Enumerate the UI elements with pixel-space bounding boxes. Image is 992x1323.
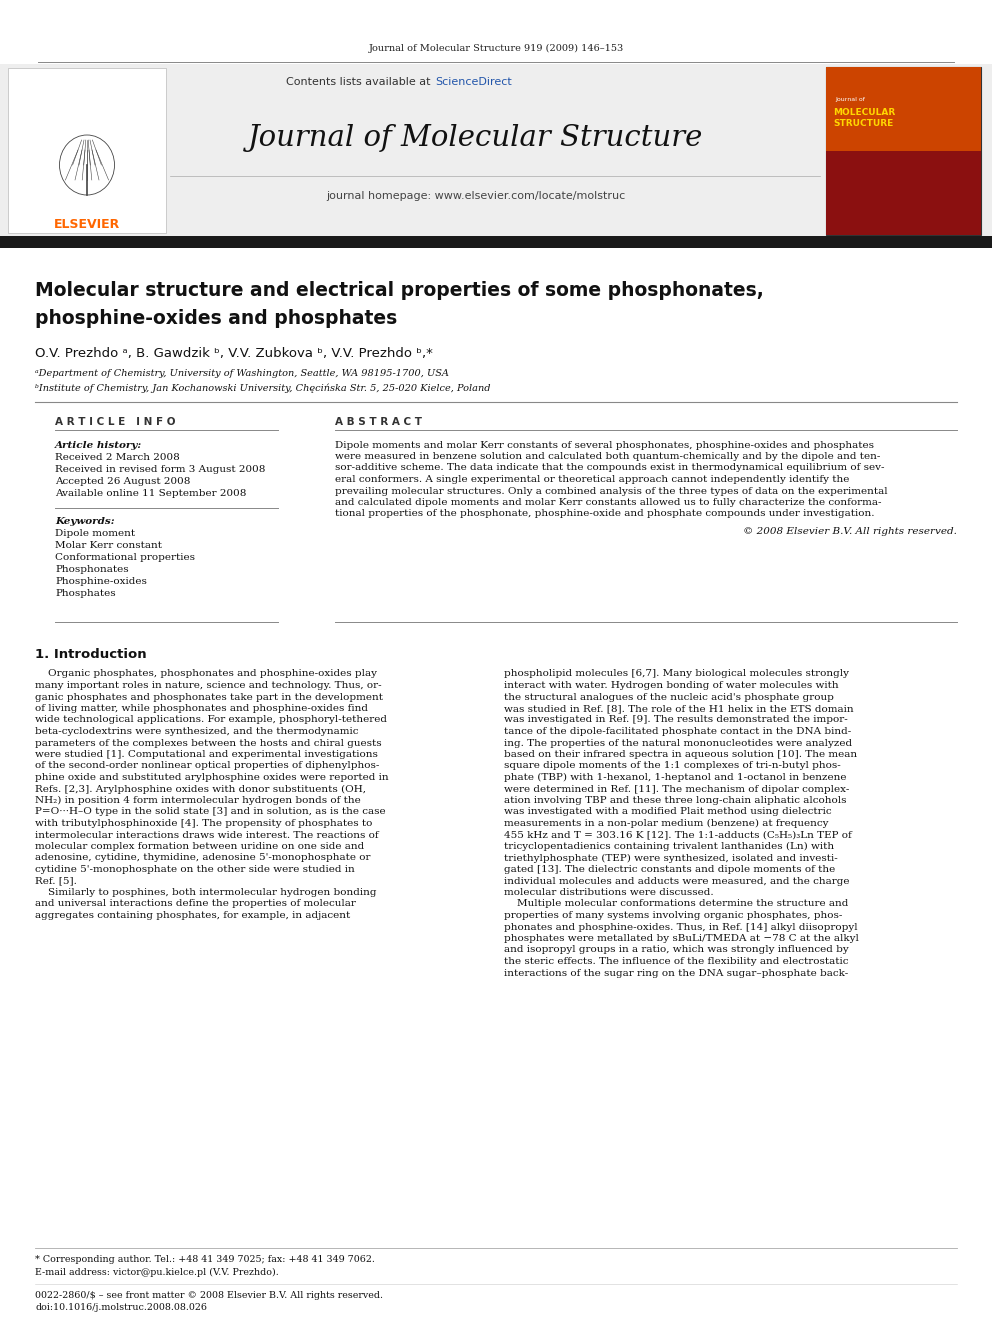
Text: Conformational properties: Conformational properties: [55, 553, 195, 561]
Text: of the second-order nonlinear optical properties of diphenylphos-: of the second-order nonlinear optical pr…: [35, 762, 379, 770]
Text: Phosphates: Phosphates: [55, 589, 116, 598]
Text: measurements in a non-polar medium (benzene) at frequency: measurements in a non-polar medium (benz…: [504, 819, 828, 828]
Text: ScienceDirect: ScienceDirect: [435, 77, 512, 87]
Text: ing. The properties of the natural mononucleotides were analyzed: ing. The properties of the natural monon…: [504, 738, 852, 747]
Text: phosphates were metallated by sBuLi/TMEDA at −78 C at the alkyl: phosphates were metallated by sBuLi/TMED…: [504, 934, 859, 943]
Text: Phosphonates: Phosphonates: [55, 565, 129, 573]
Text: Refs. [2,3]. Arylphosphine oxides with donor substituents (OH,: Refs. [2,3]. Arylphosphine oxides with d…: [35, 785, 366, 794]
Text: Phosphine-oxides: Phosphine-oxides: [55, 577, 147, 586]
Text: were determined in Ref. [11]. The mechanism of dipolar complex-: were determined in Ref. [11]. The mechan…: [504, 785, 849, 794]
Text: phosphine-oxides and phosphates: phosphine-oxides and phosphates: [35, 308, 397, 328]
Text: Keywords:: Keywords:: [55, 516, 115, 525]
Text: adenosine, cytidine, thymidine, adenosine 5'-monophosphate or: adenosine, cytidine, thymidine, adenosin…: [35, 853, 370, 863]
Text: were studied [1]. Computational and experimental investigations: were studied [1]. Computational and expe…: [35, 750, 378, 759]
Text: were measured in benzene solution and calculated both quantum-chemically and by : were measured in benzene solution and ca…: [335, 452, 880, 460]
Text: journal homepage: www.elsevier.com/locate/molstruc: journal homepage: www.elsevier.com/locat…: [326, 191, 626, 201]
Text: intermolecular interactions draws wide interest. The reactions of: intermolecular interactions draws wide i…: [35, 831, 379, 840]
Text: was investigated in Ref. [9]. The results demonstrated the impor-: was investigated in Ref. [9]. The result…: [504, 716, 848, 725]
Text: aggregates containing phosphates, for example, in adjacent: aggregates containing phosphates, for ex…: [35, 912, 350, 919]
Text: phospholipid molecules [6,7]. Many biological molecules strongly: phospholipid molecules [6,7]. Many biolo…: [504, 669, 849, 679]
Text: Journal of Molecular Structure 919 (2009) 146–153: Journal of Molecular Structure 919 (2009…: [368, 44, 624, 53]
Text: A B S T R A C T: A B S T R A C T: [335, 417, 422, 427]
Text: tance of the dipole-facilitated phosphate contact in the DNA bind-: tance of the dipole-facilitated phosphat…: [504, 728, 851, 736]
Text: Received in revised form 3 August 2008: Received in revised form 3 August 2008: [55, 464, 266, 474]
Text: and universal interactions define the properties of molecular: and universal interactions define the pr…: [35, 900, 356, 909]
Text: 0022-2860/$ – see front matter © 2008 Elsevier B.V. All rights reserved.: 0022-2860/$ – see front matter © 2008 El…: [35, 1291, 383, 1301]
Text: ation involving TBP and these three long-chain aliphatic alcohols: ation involving TBP and these three long…: [504, 796, 846, 804]
Text: doi:10.1016/j.molstruc.2008.08.026: doi:10.1016/j.molstruc.2008.08.026: [35, 1303, 207, 1312]
Text: Journal of Molecular Structure: Journal of Molecular Structure: [248, 124, 703, 152]
Text: molecular complex formation between uridine on one side and: molecular complex formation between urid…: [35, 841, 364, 851]
Text: P=O···H–O type in the solid state [3] and in solution, as is the case: P=O···H–O type in the solid state [3] an…: [35, 807, 386, 816]
Text: E-mail address: victor@pu.kielce.pl (V.V. Prezhdo).: E-mail address: victor@pu.kielce.pl (V.V…: [35, 1267, 279, 1277]
Text: Multiple molecular conformations determine the structure and: Multiple molecular conformations determi…: [504, 900, 848, 909]
Text: interact with water. Hydrogen bonding of water molecules with: interact with water. Hydrogen bonding of…: [504, 681, 838, 691]
Text: Dipole moment: Dipole moment: [55, 528, 135, 537]
Text: molecular distributions were discussed.: molecular distributions were discussed.: [504, 888, 713, 897]
Text: ᵇInstitute of Chemistry, Jan Kochanowski University, Chęcińska Str. 5, 25-020 Ki: ᵇInstitute of Chemistry, Jan Kochanowski…: [35, 384, 490, 393]
Text: NH₂) in position 4 form intermolecular hydrogen bonds of the: NH₂) in position 4 form intermolecular h…: [35, 796, 361, 806]
Text: gated [13]. The dielectric constants and dipole moments of the: gated [13]. The dielectric constants and…: [504, 865, 835, 875]
Text: phate (TBP) with 1-hexanol, 1-heptanol and 1-octanol in benzene: phate (TBP) with 1-hexanol, 1-heptanol a…: [504, 773, 846, 782]
Bar: [8, 67, 166, 233]
Text: ganic phosphates and phosphonates take part in the development: ganic phosphates and phosphonates take p…: [35, 692, 383, 701]
Text: O.V. Prezhdo ᵃ, B. Gawdzik ᵇ, V.V. Zubkova ᵇ, V.V. Prezhdo ᵇ,*: O.V. Prezhdo ᵃ, B. Gawdzik ᵇ, V.V. Zubko…: [35, 347, 433, 360]
Text: * Corresponding author. Tel.: +48 41 349 7025; fax: +48 41 349 7062.: * Corresponding author. Tel.: +48 41 349…: [35, 1256, 375, 1265]
Text: triethylphosphate (TEP) were synthesized, isolated and investi-: triethylphosphate (TEP) were synthesized…: [504, 853, 838, 863]
Text: A R T I C L E   I N F O: A R T I C L E I N F O: [55, 417, 176, 427]
Text: cytidine 5'-monophosphate on the other side were studied in: cytidine 5'-monophosphate on the other s…: [35, 865, 355, 875]
Text: Available online 11 September 2008: Available online 11 September 2008: [55, 488, 246, 497]
Text: Article history:: Article history:: [55, 441, 142, 450]
Text: Accepted 26 August 2008: Accepted 26 August 2008: [55, 476, 190, 486]
Text: Molecular structure and electrical properties of some phosphonates,: Molecular structure and electrical prope…: [35, 280, 764, 299]
Text: wide technological applications. For example, phosphoryl-tethered: wide technological applications. For exa…: [35, 716, 387, 725]
Text: eral conformers. A single experimental or theoretical approach cannot independen: eral conformers. A single experimental o…: [335, 475, 849, 484]
Text: many important roles in nature, science and technology. Thus, or-: many important roles in nature, science …: [35, 681, 382, 691]
Text: parameters of the complexes between the hosts and chiral guests: parameters of the complexes between the …: [35, 738, 382, 747]
Text: phonates and phosphine-oxides. Thus, in Ref. [14] alkyl diisopropyl: phonates and phosphine-oxides. Thus, in …: [504, 922, 858, 931]
Text: Ref. [5].: Ref. [5].: [35, 877, 76, 885]
Text: 1. Introduction: 1. Introduction: [35, 648, 147, 662]
Text: individual molecules and adducts were measured, and the charge: individual molecules and adducts were me…: [504, 877, 849, 885]
Text: beta-cyclodextrins were synthesized, and the thermodynamic: beta-cyclodextrins were synthesized, and…: [35, 728, 358, 736]
Bar: [826, 67, 981, 235]
Bar: [0, 64, 992, 238]
Text: with tributylphosphinoxide [4]. The propensity of phosphates to: with tributylphosphinoxide [4]. The prop…: [35, 819, 372, 828]
Text: and isopropyl groups in a ratio, which was strongly influenced by: and isopropyl groups in a ratio, which w…: [504, 946, 849, 954]
Text: the structural analogues of the nucleic acid's phosphate group: the structural analogues of the nucleic …: [504, 692, 834, 701]
Text: was investigated with a modified Plait method using dielectric: was investigated with a modified Plait m…: [504, 807, 831, 816]
Text: properties of many systems involving organic phosphates, phos-: properties of many systems involving org…: [504, 912, 842, 919]
Text: tional properties of the phosphonate, phosphine-oxide and phosphate compounds un: tional properties of the phosphonate, ph…: [335, 509, 875, 519]
Bar: [826, 151, 981, 235]
Text: was studied in Ref. [8]. The role of the H1 helix in the ETS domain: was studied in Ref. [8]. The role of the…: [504, 704, 854, 713]
Text: Organic phosphates, phosphonates and phosphine-oxides play: Organic phosphates, phosphonates and pho…: [35, 669, 377, 679]
Text: the steric effects. The influence of the flexibility and electrostatic: the steric effects. The influence of the…: [504, 957, 848, 966]
Text: sor-additive scheme. The data indicate that the compounds exist in thermodynamic: sor-additive scheme. The data indicate t…: [335, 463, 885, 472]
Text: Contents lists available at: Contents lists available at: [286, 77, 430, 87]
Text: ᵃDepartment of Chemistry, University of Washington, Seattle, WA 98195-1700, USA: ᵃDepartment of Chemistry, University of …: [35, 369, 448, 378]
Text: MOLECULAR
STRUCTURE: MOLECULAR STRUCTURE: [833, 108, 895, 128]
Text: based on their infrared spectra in aqueous solution [10]. The mean: based on their infrared spectra in aqueo…: [504, 750, 857, 759]
Bar: [0, 235, 992, 247]
Text: ELSEVIER: ELSEVIER: [54, 217, 120, 230]
Text: phine oxide and substituted arylphosphine oxides were reported in: phine oxide and substituted arylphosphin…: [35, 773, 389, 782]
Text: Dipole moments and molar Kerr constants of several phosphonates, phosphine-oxide: Dipole moments and molar Kerr constants …: [335, 441, 874, 450]
Text: 455 kHz and T = 303.16 K [12]. The 1:1-adducts (C₅H₅)₃Ln TEP of: 455 kHz and T = 303.16 K [12]. The 1:1-a…: [504, 831, 852, 840]
Text: of living matter, while phosphonates and phosphine-oxides find: of living matter, while phosphonates and…: [35, 704, 368, 713]
Text: tricyclopentadienics containing trivalent lanthanides (Ln) with: tricyclopentadienics containing trivalen…: [504, 841, 834, 851]
Text: Similarly to posphines, both intermolecular hydrogen bonding: Similarly to posphines, both intermolecu…: [35, 888, 377, 897]
Text: Journal of: Journal of: [835, 98, 865, 102]
Text: Received 2 March 2008: Received 2 March 2008: [55, 452, 180, 462]
Text: prevailing molecular structures. Only a combined analysis of the three types of : prevailing molecular structures. Only a …: [335, 487, 888, 496]
Text: and calculated dipole moments and molar Kerr constants allowed us to fully chara: and calculated dipole moments and molar …: [335, 497, 882, 507]
Bar: [826, 67, 981, 151]
Text: interactions of the sugar ring on the DNA sugar–phosphate back-: interactions of the sugar ring on the DN…: [504, 968, 848, 978]
Text: © 2008 Elsevier B.V. All rights reserved.: © 2008 Elsevier B.V. All rights reserved…: [743, 527, 957, 536]
Text: square dipole moments of the 1:1 complexes of tri-n-butyl phos-: square dipole moments of the 1:1 complex…: [504, 762, 841, 770]
Text: Molar Kerr constant: Molar Kerr constant: [55, 541, 162, 549]
